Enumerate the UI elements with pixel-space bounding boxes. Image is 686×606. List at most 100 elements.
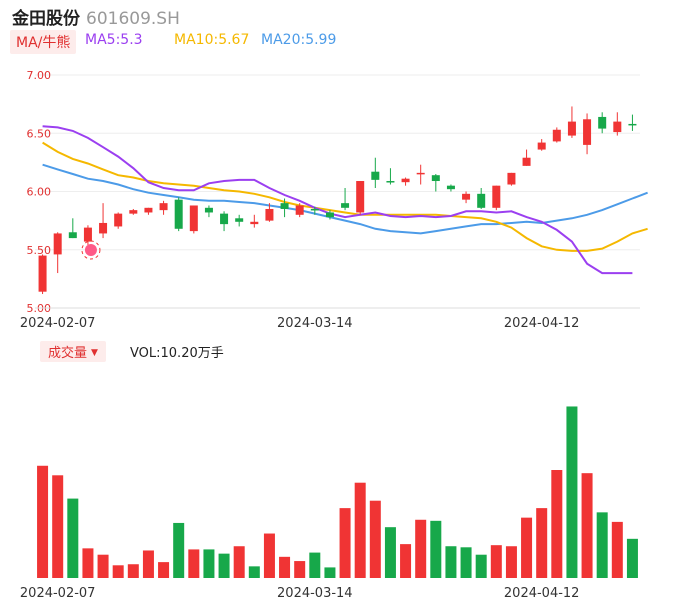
candle-body [522,157,531,166]
candle-body [386,181,395,183]
candle-body [114,213,123,227]
volume-bar [188,549,200,578]
y-tick-label: 6.50 [27,127,52,140]
candle-body [144,207,153,213]
candle-body [68,232,77,239]
volume-bar [142,550,154,578]
candle-body [295,205,304,215]
candle-body [477,193,486,208]
stock-header: 金田股份 601609.SH [12,4,180,29]
volume-bar [203,549,215,578]
candle-body [356,181,365,213]
ma-selector-button[interactable]: MA/牛熊 [10,30,77,54]
volume-bar [97,554,109,578]
volume-x-tick-label: 2024-03-14 [277,586,353,601]
dropdown-arrow-icon: ▼ [91,348,98,358]
ma20-line [42,163,648,235]
candle-body [492,185,501,208]
volume-x-tick-label: 2024-02-07 [20,586,96,601]
volume-bar [581,473,593,578]
candle-body [537,142,546,150]
volume-bar [294,561,306,578]
x-tick-label: 2024-03-14 [277,316,353,331]
volume-bar [460,547,472,578]
candle-body [53,233,62,255]
volume-bar [505,546,517,578]
volume-bar [536,508,548,578]
candle-body [431,175,440,182]
stock-name: 金田股份 [12,9,80,29]
volume-bar [52,475,64,578]
y-tick-label: 6.00 [27,186,52,199]
volume-bar [521,517,533,578]
candle-body [250,221,259,225]
volume-bar [173,522,185,578]
volume-bar [112,565,124,578]
candle-body [325,212,334,218]
candle-body [341,203,350,208]
candle-body [174,199,183,229]
volume-bar [37,465,49,578]
bull-marker-ring [81,240,101,260]
candle-body [552,129,561,142]
volume-bar [551,470,563,578]
candle-body [401,178,410,183]
candle-body [613,121,622,133]
candle-body [462,193,471,200]
candle-body [446,185,455,190]
volume-bar [354,482,366,578]
ma5-line [42,125,633,275]
candle-body [628,123,637,126]
volume-bar [279,556,291,578]
candle-body [220,213,229,225]
candle-body [265,208,274,221]
ma10-line [42,141,648,252]
candle-body [159,203,168,211]
x-tick-label: 2024-04-12 [504,316,580,331]
candle-body [38,255,47,292]
volume-bar [475,554,487,578]
volume-bar [158,562,170,578]
candle-body [280,203,289,209]
volume-bar [369,500,381,578]
volume-bar [324,567,336,578]
volume-bar [263,533,275,578]
volume-bar [67,498,79,578]
volume-bar [384,527,396,578]
volume-bar [400,544,412,578]
volume-bar [248,566,260,578]
candle-body [204,207,213,213]
candle-body [235,218,244,222]
volume-button-label: 成交量 [48,346,88,361]
candle-body [567,121,576,136]
bull-marker-icon [84,244,97,256]
volume-bar [596,512,608,578]
volume-selector-button[interactable]: 成交量 ▼ [40,341,106,362]
candle-body [310,208,319,211]
volume-bar [233,546,245,578]
volume-bar [490,545,502,578]
ma5-value: MA5:5.3 [85,32,143,48]
volume-bar [445,546,457,578]
candle-body [371,171,380,180]
volume-bar [611,521,623,578]
ma20-value: MA20:5.99 [261,32,337,48]
candle-body [99,222,108,234]
y-tick-label: 5.50 [27,244,52,257]
volume-x-tick-label: 2024-04-12 [504,586,580,601]
stock-code: 601609.SH [86,9,180,29]
candle-body [583,119,592,145]
candle-body [83,227,92,242]
candle-body [416,172,425,175]
y-tick-label: 7.00 [27,69,52,82]
volume-value: VOL:10.20万手 [130,346,224,361]
candle-body [129,210,138,214]
volume-bar [127,564,139,578]
candle-body [598,116,607,129]
volume-bar [218,553,230,578]
volume-bar [566,406,578,578]
volume-bar [415,519,427,578]
volume-bar [339,508,351,578]
volume-bar [626,538,638,578]
